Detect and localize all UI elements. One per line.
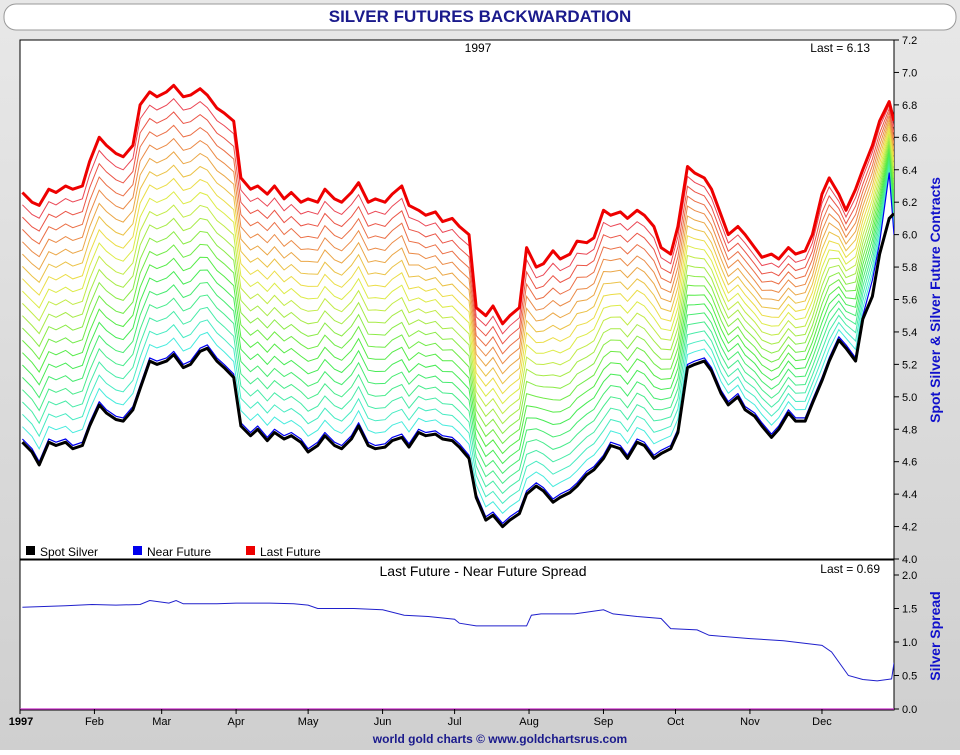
legend-label-last: Last Future <box>260 545 321 559</box>
x-tick-label: Oct <box>667 716 684 728</box>
x-tick-label: May <box>298 716 319 728</box>
main-y-tick-label: 6.2 <box>902 197 917 209</box>
x-tick-label: Apr <box>228 716 245 728</box>
x-tick-label: 1997 <box>9 716 33 728</box>
main-y-tick-label: 7.0 <box>902 67 917 79</box>
main-y-tick-label: 4.0 <box>902 554 917 566</box>
main-y-tick-label: 5.4 <box>902 327 917 339</box>
spread-panel-title: Last Future - Near Future Spread <box>380 563 587 579</box>
spread-y-tick-label: 0.0 <box>902 704 917 716</box>
main-y-tick-label: 6.4 <box>902 165 917 177</box>
chart-title: SILVER FUTURES BACKWARDATION <box>329 7 632 26</box>
legend-item-last: Last Future <box>246 545 321 559</box>
main-panel-title: 1997 <box>465 41 492 55</box>
contract-curve <box>22 158 894 485</box>
x-tick-label: Dec <box>812 716 832 728</box>
main-y-tick-label: 5.2 <box>902 359 917 371</box>
main-y-tick-label: 4.2 <box>902 522 917 534</box>
x-tick-label: Sep <box>594 716 614 728</box>
spread-y-axis-label: Silver Spread <box>927 591 943 681</box>
contract-curves <box>22 97 894 515</box>
title-bar <box>3 3 957 31</box>
contract-curve <box>22 162 894 495</box>
contract-curve <box>22 122 894 385</box>
x-tick-label: Aug <box>519 716 539 728</box>
spread-y-tick-label: 1.0 <box>902 637 917 649</box>
contract-curve <box>22 165 894 505</box>
contract-curve <box>22 144 894 445</box>
main-y-tick-label: 7.2 <box>902 35 917 47</box>
main-y-tick-label: 6.6 <box>902 132 917 144</box>
spot-silver-line <box>21 212 894 529</box>
spread-y-tick-label: 0.5 <box>902 671 917 683</box>
spread-y-axis: 0.0 0.5 1.0 1.5 2.0 <box>894 570 917 716</box>
main-y-tick-label: 6.8 <box>902 100 917 112</box>
contract-curve <box>22 147 894 455</box>
legend-item-spot: Spot Silver <box>26 545 98 559</box>
x-axis: 1997 Feb Mar Apr May Jun Jul Aug Sep Oct Nov Dec <box>9 709 832 728</box>
main-y-axis-label: Spot Silver & Silver Future Contracts <box>927 177 943 423</box>
last-future-line <box>21 83 894 326</box>
x-tick-label: Nov <box>740 716 760 728</box>
near-future-line <box>21 172 894 524</box>
legend-swatch-last <box>246 546 255 555</box>
spread-y-tick-label: 2.0 <box>902 570 917 582</box>
main-y-tick-label: 5.0 <box>902 392 917 404</box>
contract-curve <box>22 169 894 515</box>
x-tick-label: Feb <box>85 716 104 728</box>
contract-curve <box>22 137 894 425</box>
contract-curve <box>22 130 894 405</box>
main-y-tick-label: 5.6 <box>902 295 917 307</box>
main-y-tick-label: 4.8 <box>902 424 917 436</box>
spread-y-tick-label: 1.5 <box>902 604 917 616</box>
contract-curve <box>22 110 894 355</box>
main-last-label: Last = 6.13 <box>810 41 870 55</box>
main-y-tick-label: 4.6 <box>902 457 917 469</box>
spread-last-label: Last = 0.69 <box>820 562 880 576</box>
main-y-axis: 4.0 4.2 4.4 4.6 4.8 5.0 5.2 5.4 5.6 5.8 6.0 6.2 6.4 6… <box>894 35 917 566</box>
x-tick-label: Jul <box>448 716 462 728</box>
x-tick-label: Jun <box>374 716 392 728</box>
legend: Spot Silver Near Future Last Future <box>26 545 321 559</box>
contract-curve <box>22 140 894 435</box>
contract-curve <box>22 155 894 475</box>
legend-item-near: Near Future <box>133 545 211 559</box>
main-y-tick-label: 4.4 <box>902 489 917 501</box>
contract-curve <box>22 97 894 335</box>
contract-curve <box>22 151 894 465</box>
main-series-group <box>21 83 894 529</box>
spread-line <box>22 599 894 682</box>
main-y-tick-label: 6.0 <box>902 230 917 242</box>
spread-series-group <box>22 599 894 682</box>
legend-label-spot: Spot Silver <box>40 545 98 559</box>
footer-credit: world gold charts © www.goldchartsrus.co… <box>372 732 627 746</box>
spread-plot-area <box>19 559 895 711</box>
contract-curve <box>22 115 894 365</box>
contract-curve <box>22 133 894 415</box>
contract-curve <box>22 126 894 395</box>
contract-curve <box>22 119 894 375</box>
legend-label-near: Near Future <box>147 545 211 559</box>
legend-swatch-spot <box>26 546 35 555</box>
legend-swatch-near <box>133 546 142 555</box>
x-tick-label: Mar <box>152 716 171 728</box>
contract-curve <box>22 107 894 345</box>
main-y-tick-label: 5.8 <box>902 262 917 274</box>
